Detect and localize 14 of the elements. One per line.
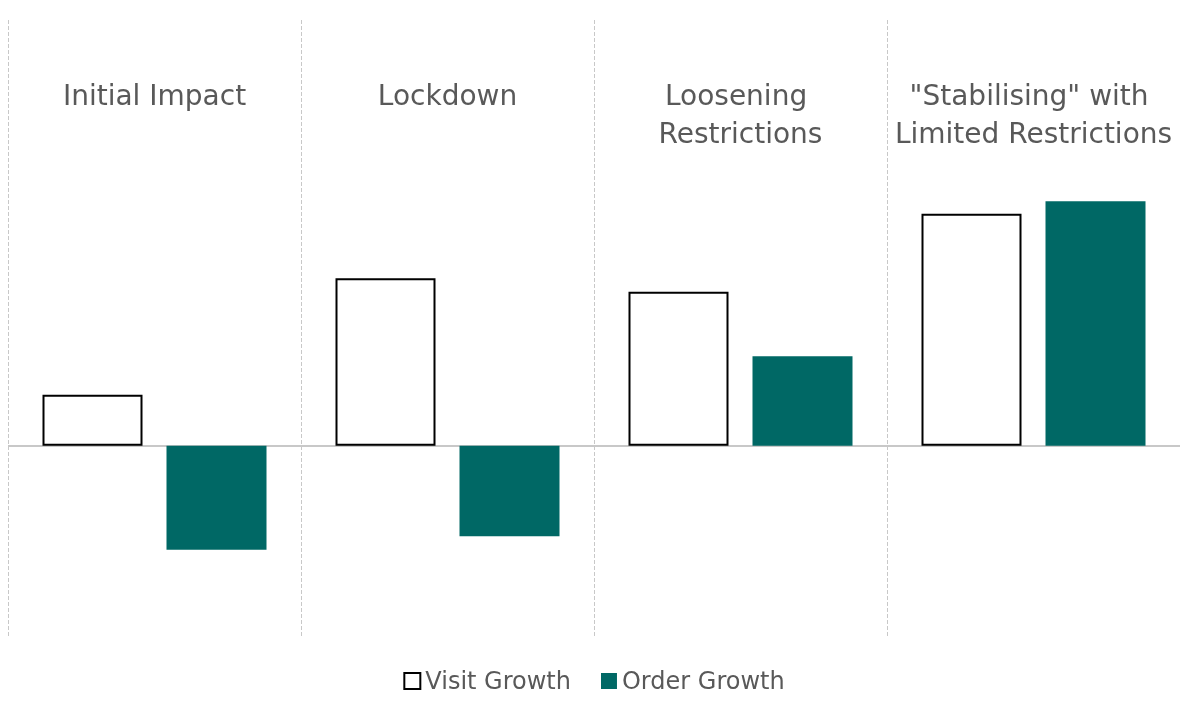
bar <box>752 356 853 446</box>
x-tick-label: "Stabilising" with Limited Restrictions <box>894 78 1173 150</box>
bar <box>1045 201 1146 446</box>
x-tick-label: Initial Impact <box>62 78 247 112</box>
bar <box>459 445 560 537</box>
bar <box>335 278 436 446</box>
legend-label: Visit Growth <box>425 667 571 695</box>
bar <box>42 394 143 446</box>
x-tick-label: Loosening Restrictions <box>658 78 823 150</box>
bar <box>921 213 1022 446</box>
bar <box>166 445 267 550</box>
legend-label: Order Growth <box>621 667 785 695</box>
bar <box>628 291 729 446</box>
x-tick-label: Lockdown <box>377 78 518 112</box>
